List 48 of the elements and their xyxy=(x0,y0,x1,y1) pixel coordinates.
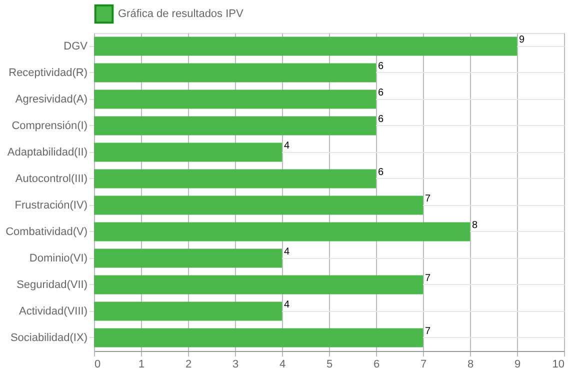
x-tick-label: 8 xyxy=(467,358,474,370)
data-label: 4 xyxy=(284,246,290,258)
y-tick-label: Combatividad(V) xyxy=(6,226,88,238)
bar xyxy=(94,222,470,242)
data-label: 4 xyxy=(284,140,290,152)
bar xyxy=(94,90,376,109)
bar xyxy=(94,302,282,321)
data-label: 6 xyxy=(378,166,384,178)
bar xyxy=(94,169,376,188)
y-tick-label: Comprensión(I) xyxy=(12,120,88,132)
bar xyxy=(94,63,376,82)
data-label: 8 xyxy=(472,220,478,231)
data-label: 7 xyxy=(425,272,431,284)
y-tick-label: Adaptabilidad(II) xyxy=(7,146,88,158)
y-tick-label: Actividad(VIII) xyxy=(19,305,88,318)
bar xyxy=(94,116,376,136)
bar xyxy=(94,248,282,268)
y-tick-label: Receptividad(R) xyxy=(8,66,88,79)
bar xyxy=(94,142,282,162)
x-tick-label: 5 xyxy=(326,358,333,370)
x-tick-label: 3 xyxy=(232,358,239,370)
legend-label: Gráfica de resultados IPV xyxy=(118,8,244,20)
data-label: 6 xyxy=(378,60,384,72)
y-tick-label: Seguridad(VII) xyxy=(16,278,88,291)
y-tick-label: Sociabilidad(IX) xyxy=(10,332,88,344)
y-tick-label: Autocontrol(III) xyxy=(15,172,88,185)
x-tick-label: 10 xyxy=(552,358,564,370)
data-label: 7 xyxy=(425,326,431,337)
x-tick-label: 7 xyxy=(420,358,427,370)
y-tick-label: Agresividad(A) xyxy=(15,93,88,106)
x-tick-label: 0 xyxy=(94,358,101,370)
y-tick-label: Dominio(VI) xyxy=(29,252,88,264)
x-tick-label: 2 xyxy=(185,358,192,370)
x-tick-label: 6 xyxy=(373,358,380,370)
data-label: 7 xyxy=(425,193,431,204)
data-label: 4 xyxy=(284,299,290,310)
data-label: 6 xyxy=(378,87,384,98)
data-label: 9 xyxy=(519,34,525,46)
bar xyxy=(94,275,423,294)
bar xyxy=(94,196,423,215)
data-label: 6 xyxy=(378,114,384,125)
bar xyxy=(94,36,517,56)
x-tick-label: 4 xyxy=(279,358,286,370)
x-tick-label: 1 xyxy=(138,358,145,370)
y-tick-label: Frustración(IV) xyxy=(14,199,88,212)
x-tick-label: 9 xyxy=(514,358,521,370)
bar xyxy=(94,328,423,348)
y-tick-label: DGV xyxy=(64,40,88,52)
